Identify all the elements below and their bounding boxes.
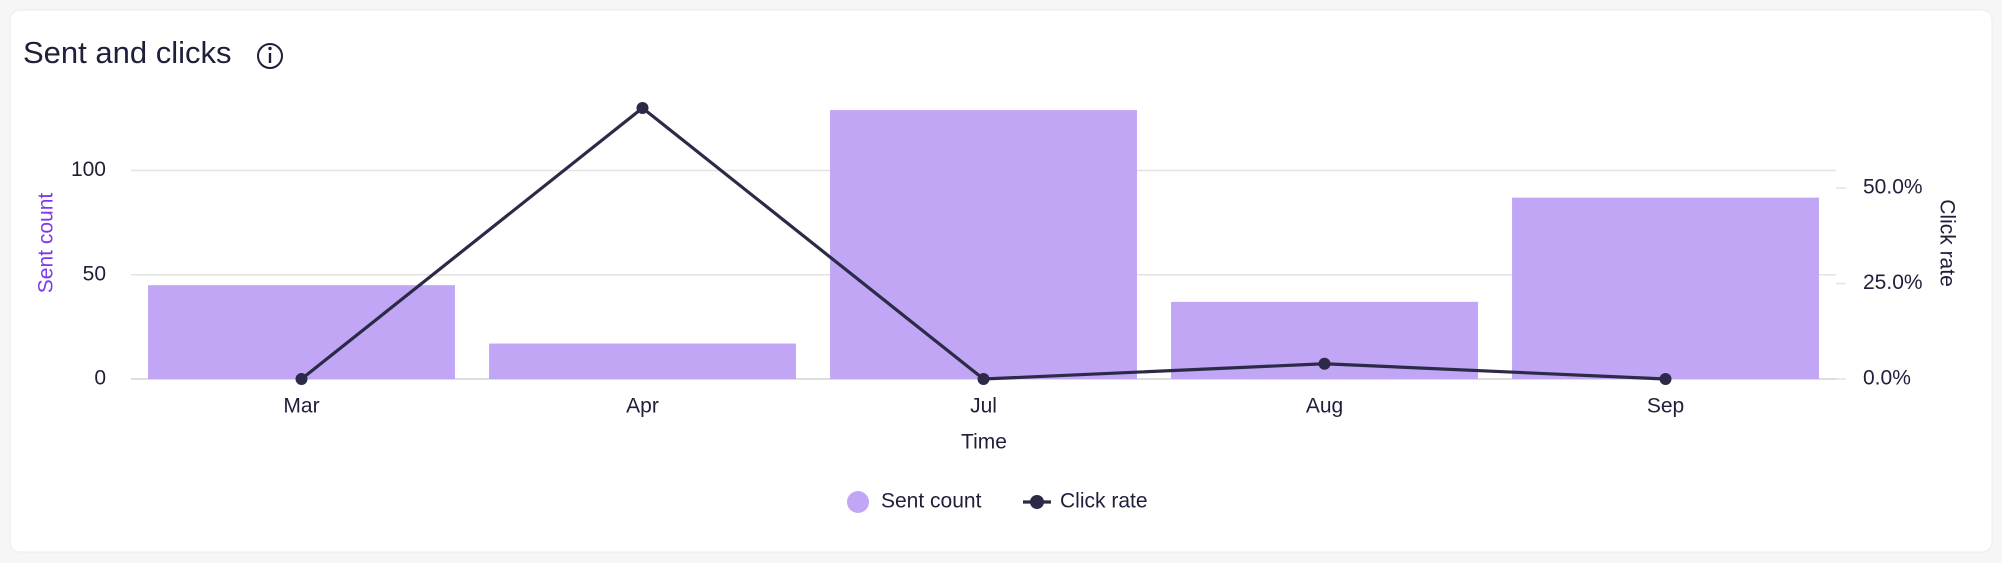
bar bbox=[1512, 197, 1819, 379]
line-point bbox=[295, 373, 308, 385]
y-axis-title: Sent count bbox=[35, 193, 58, 294]
info-icon[interactable] bbox=[257, 43, 283, 69]
x-tick-label: Apr bbox=[626, 395, 659, 418]
y2-tick-label: 0.0% bbox=[1863, 367, 1911, 390]
y-tick-label: 0 bbox=[94, 367, 106, 390]
x-tick-label: Mar bbox=[283, 395, 319, 418]
y2-tick-label: 25.0% bbox=[1863, 271, 1923, 294]
chart-title: Sent and clicks bbox=[23, 35, 232, 70]
legend-label: Sent count bbox=[881, 490, 982, 513]
legend-swatch bbox=[847, 491, 869, 513]
line-point bbox=[1318, 357, 1331, 370]
bar bbox=[830, 110, 1137, 379]
legend-label: Click rate bbox=[1060, 490, 1148, 513]
line-point bbox=[636, 102, 649, 114]
x-tick-label: Jul bbox=[970, 395, 997, 418]
y2-axis-title: Click rate bbox=[1935, 199, 1958, 287]
line-point bbox=[977, 373, 990, 385]
bar bbox=[148, 285, 455, 379]
x-axis-title: Time bbox=[961, 431, 1007, 454]
legend-swatch-dot bbox=[1030, 495, 1044, 509]
y2-tick-label: 50.0% bbox=[1863, 176, 1923, 199]
bar bbox=[489, 343, 796, 379]
y-tick-label: 50 bbox=[83, 262, 106, 285]
x-tick-label: Sep bbox=[1647, 395, 1684, 418]
x-tick-label: Aug bbox=[1306, 395, 1343, 418]
y-tick-label: 100 bbox=[71, 158, 106, 181]
line-point bbox=[1659, 373, 1672, 385]
